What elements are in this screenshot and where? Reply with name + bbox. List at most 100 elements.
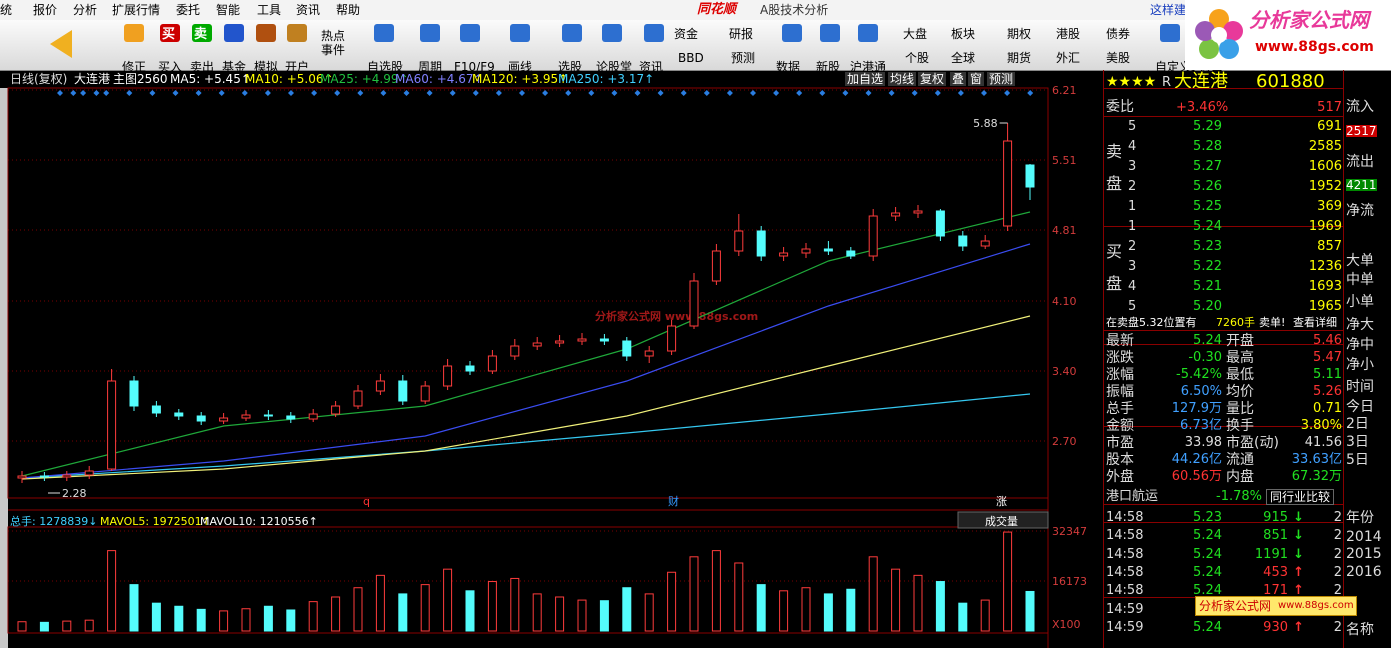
tool-button[interactable]: 预测 bbox=[731, 51, 756, 65]
signal-diamond bbox=[1004, 90, 1011, 96]
tool-icon bbox=[256, 24, 276, 42]
tool-button[interactable]: 模拟 bbox=[254, 60, 279, 74]
volume-bar bbox=[644, 593, 654, 632]
candle-body bbox=[39, 475, 49, 478]
chart-button[interactable]: 窗 bbox=[968, 72, 985, 86]
signal-diamond bbox=[288, 90, 294, 96]
flow-label: 净流 bbox=[1346, 203, 1374, 219]
tool-button[interactable]: 论股堂 bbox=[596, 60, 633, 74]
chart-button[interactable]: 复权 bbox=[918, 72, 947, 86]
candle-body bbox=[958, 235, 968, 247]
watermark: 分析家公式网 www.88gs.com bbox=[595, 309, 758, 323]
chart-button[interactable]: 均线 bbox=[888, 72, 917, 86]
tool-button[interactable]: BBD bbox=[678, 51, 704, 65]
tool-button[interactable]: 选股 bbox=[558, 60, 583, 74]
tool-button[interactable]: 基金 bbox=[222, 60, 247, 74]
logo bbox=[1195, 9, 1243, 59]
flow-label: 净中 bbox=[1346, 337, 1374, 353]
tool-button[interactable]: 周期 bbox=[418, 60, 443, 74]
price: 5.26 bbox=[1193, 179, 1222, 194]
tool-button[interactable]: 自选股 bbox=[367, 60, 404, 74]
weibi-label: 委比 bbox=[1106, 99, 1134, 115]
industry-change: -1.78% bbox=[1216, 489, 1262, 504]
tool-button[interactable]: 新股 bbox=[816, 60, 841, 74]
tool-button[interactable]: 港股 bbox=[1056, 27, 1081, 41]
ad-url: www.88gs.com bbox=[1278, 600, 1354, 611]
tool-button[interactable]: 修正 bbox=[122, 60, 147, 74]
signal-diamond bbox=[403, 90, 410, 96]
volume-bar bbox=[375, 574, 385, 632]
menu-item[interactable]: 工具 bbox=[257, 3, 282, 17]
tool-button[interactable]: 自定义 bbox=[1155, 60, 1192, 74]
candle-body bbox=[801, 248, 811, 254]
tool-button[interactable]: 全球 bbox=[951, 51, 976, 65]
tool-button[interactable]: 债券 bbox=[1106, 27, 1131, 41]
candle-body bbox=[196, 415, 206, 422]
separator bbox=[1104, 116, 1344, 117]
candle-body bbox=[599, 338, 609, 342]
volume: 1236 bbox=[1308, 259, 1342, 274]
compare-button[interactable]: 同行业比较 bbox=[1266, 489, 1335, 505]
chart-button[interactable]: 预测 bbox=[987, 72, 1016, 86]
signal-diamond bbox=[70, 90, 77, 96]
menu-item[interactable]: 报价 bbox=[33, 3, 58, 17]
signal-diamond bbox=[842, 90, 849, 96]
vol-border bbox=[7, 526, 1049, 634]
menu-item[interactable]: 资讯 bbox=[296, 3, 321, 17]
tool-button[interactable]: 期权 bbox=[1007, 27, 1032, 41]
stat-value: 5.47 bbox=[1313, 350, 1342, 365]
volume-bar bbox=[846, 588, 856, 632]
level: 1 bbox=[1128, 219, 1137, 234]
signal-diamond bbox=[264, 90, 271, 96]
menu-item[interactable]: 帮助 bbox=[336, 3, 361, 17]
candle-body bbox=[308, 413, 318, 420]
tool-button[interactable]: 买入 bbox=[158, 60, 183, 74]
tick-time: 14:59 bbox=[1106, 601, 1144, 617]
menu-item[interactable]: 智能 bbox=[216, 3, 241, 17]
tool-button[interactable]: 热点事件 bbox=[321, 29, 346, 57]
volume-bar bbox=[1025, 590, 1035, 632]
notice[interactable]: 查看详细 bbox=[1293, 316, 1337, 329]
level: 2 bbox=[1128, 239, 1137, 254]
tool-button[interactable]: 期货 bbox=[1007, 51, 1032, 65]
tool-button[interactable]: 资金 bbox=[674, 27, 699, 41]
tool-button[interactable]: 外汇 bbox=[1056, 51, 1081, 65]
stat-label: 总手 bbox=[1106, 401, 1134, 417]
tool-button[interactable]: 卖出 bbox=[190, 60, 215, 74]
tool-icon bbox=[287, 24, 307, 42]
tool-button[interactable]: 开户 bbox=[285, 60, 310, 74]
tool-button[interactable]: F10/F9 bbox=[454, 60, 495, 74]
tool-button[interactable]: 数据 bbox=[776, 60, 801, 74]
tool-button[interactable]: 画线 bbox=[508, 60, 533, 74]
ad-overlay: 分析家公式网 www.88gs.com bbox=[1195, 596, 1357, 616]
tool-button[interactable]: 大盘 bbox=[903, 27, 928, 41]
tool-button[interactable]: 个股 bbox=[905, 51, 930, 65]
chart-button[interactable]: 加自选 bbox=[845, 72, 886, 86]
menu-item[interactable]: 分析 bbox=[73, 3, 98, 17]
tool-button[interactable]: 研报 bbox=[729, 27, 754, 41]
stock-code: 601880 bbox=[1256, 71, 1325, 92]
flow-panel: 流入 2517 流出 4211 净流 大单 中单 小单 净大 净中 净小 时间 今日 2日 3日 5日 年份 20… bbox=[1343, 70, 1391, 648]
tool-button[interactable]: 资讯 bbox=[639, 60, 664, 74]
stat-value: 127.9万 bbox=[1171, 401, 1222, 416]
menu-item[interactable]: 委托 bbox=[176, 3, 201, 17]
chart-button[interactable]: 叠 bbox=[950, 72, 967, 86]
volume-bar bbox=[62, 620, 72, 632]
menu-item[interactable]: 统 bbox=[0, 3, 13, 17]
event-flag: 涨 bbox=[996, 495, 1007, 508]
menu-item[interactable]: 扩展行情 bbox=[112, 3, 161, 17]
stat-value: 60.56万 bbox=[1171, 469, 1222, 484]
tool-button[interactable]: 板块 bbox=[951, 27, 976, 41]
r-flag: R bbox=[1162, 75, 1172, 90]
tool-icon bbox=[192, 24, 212, 42]
tool-button[interactable]: 沪港通 bbox=[850, 60, 887, 74]
signal-diamond bbox=[865, 90, 872, 96]
period: 日线(复权) bbox=[10, 72, 68, 86]
main-chart: 主图2560 bbox=[113, 72, 168, 86]
tick-time: 14:58 bbox=[1106, 583, 1144, 599]
stat-value: 33.63亿 bbox=[1291, 452, 1342, 467]
notice: 卖单! bbox=[1259, 316, 1286, 329]
signal-diamond bbox=[911, 90, 918, 96]
tool-button[interactable]: 美股 bbox=[1106, 51, 1131, 65]
